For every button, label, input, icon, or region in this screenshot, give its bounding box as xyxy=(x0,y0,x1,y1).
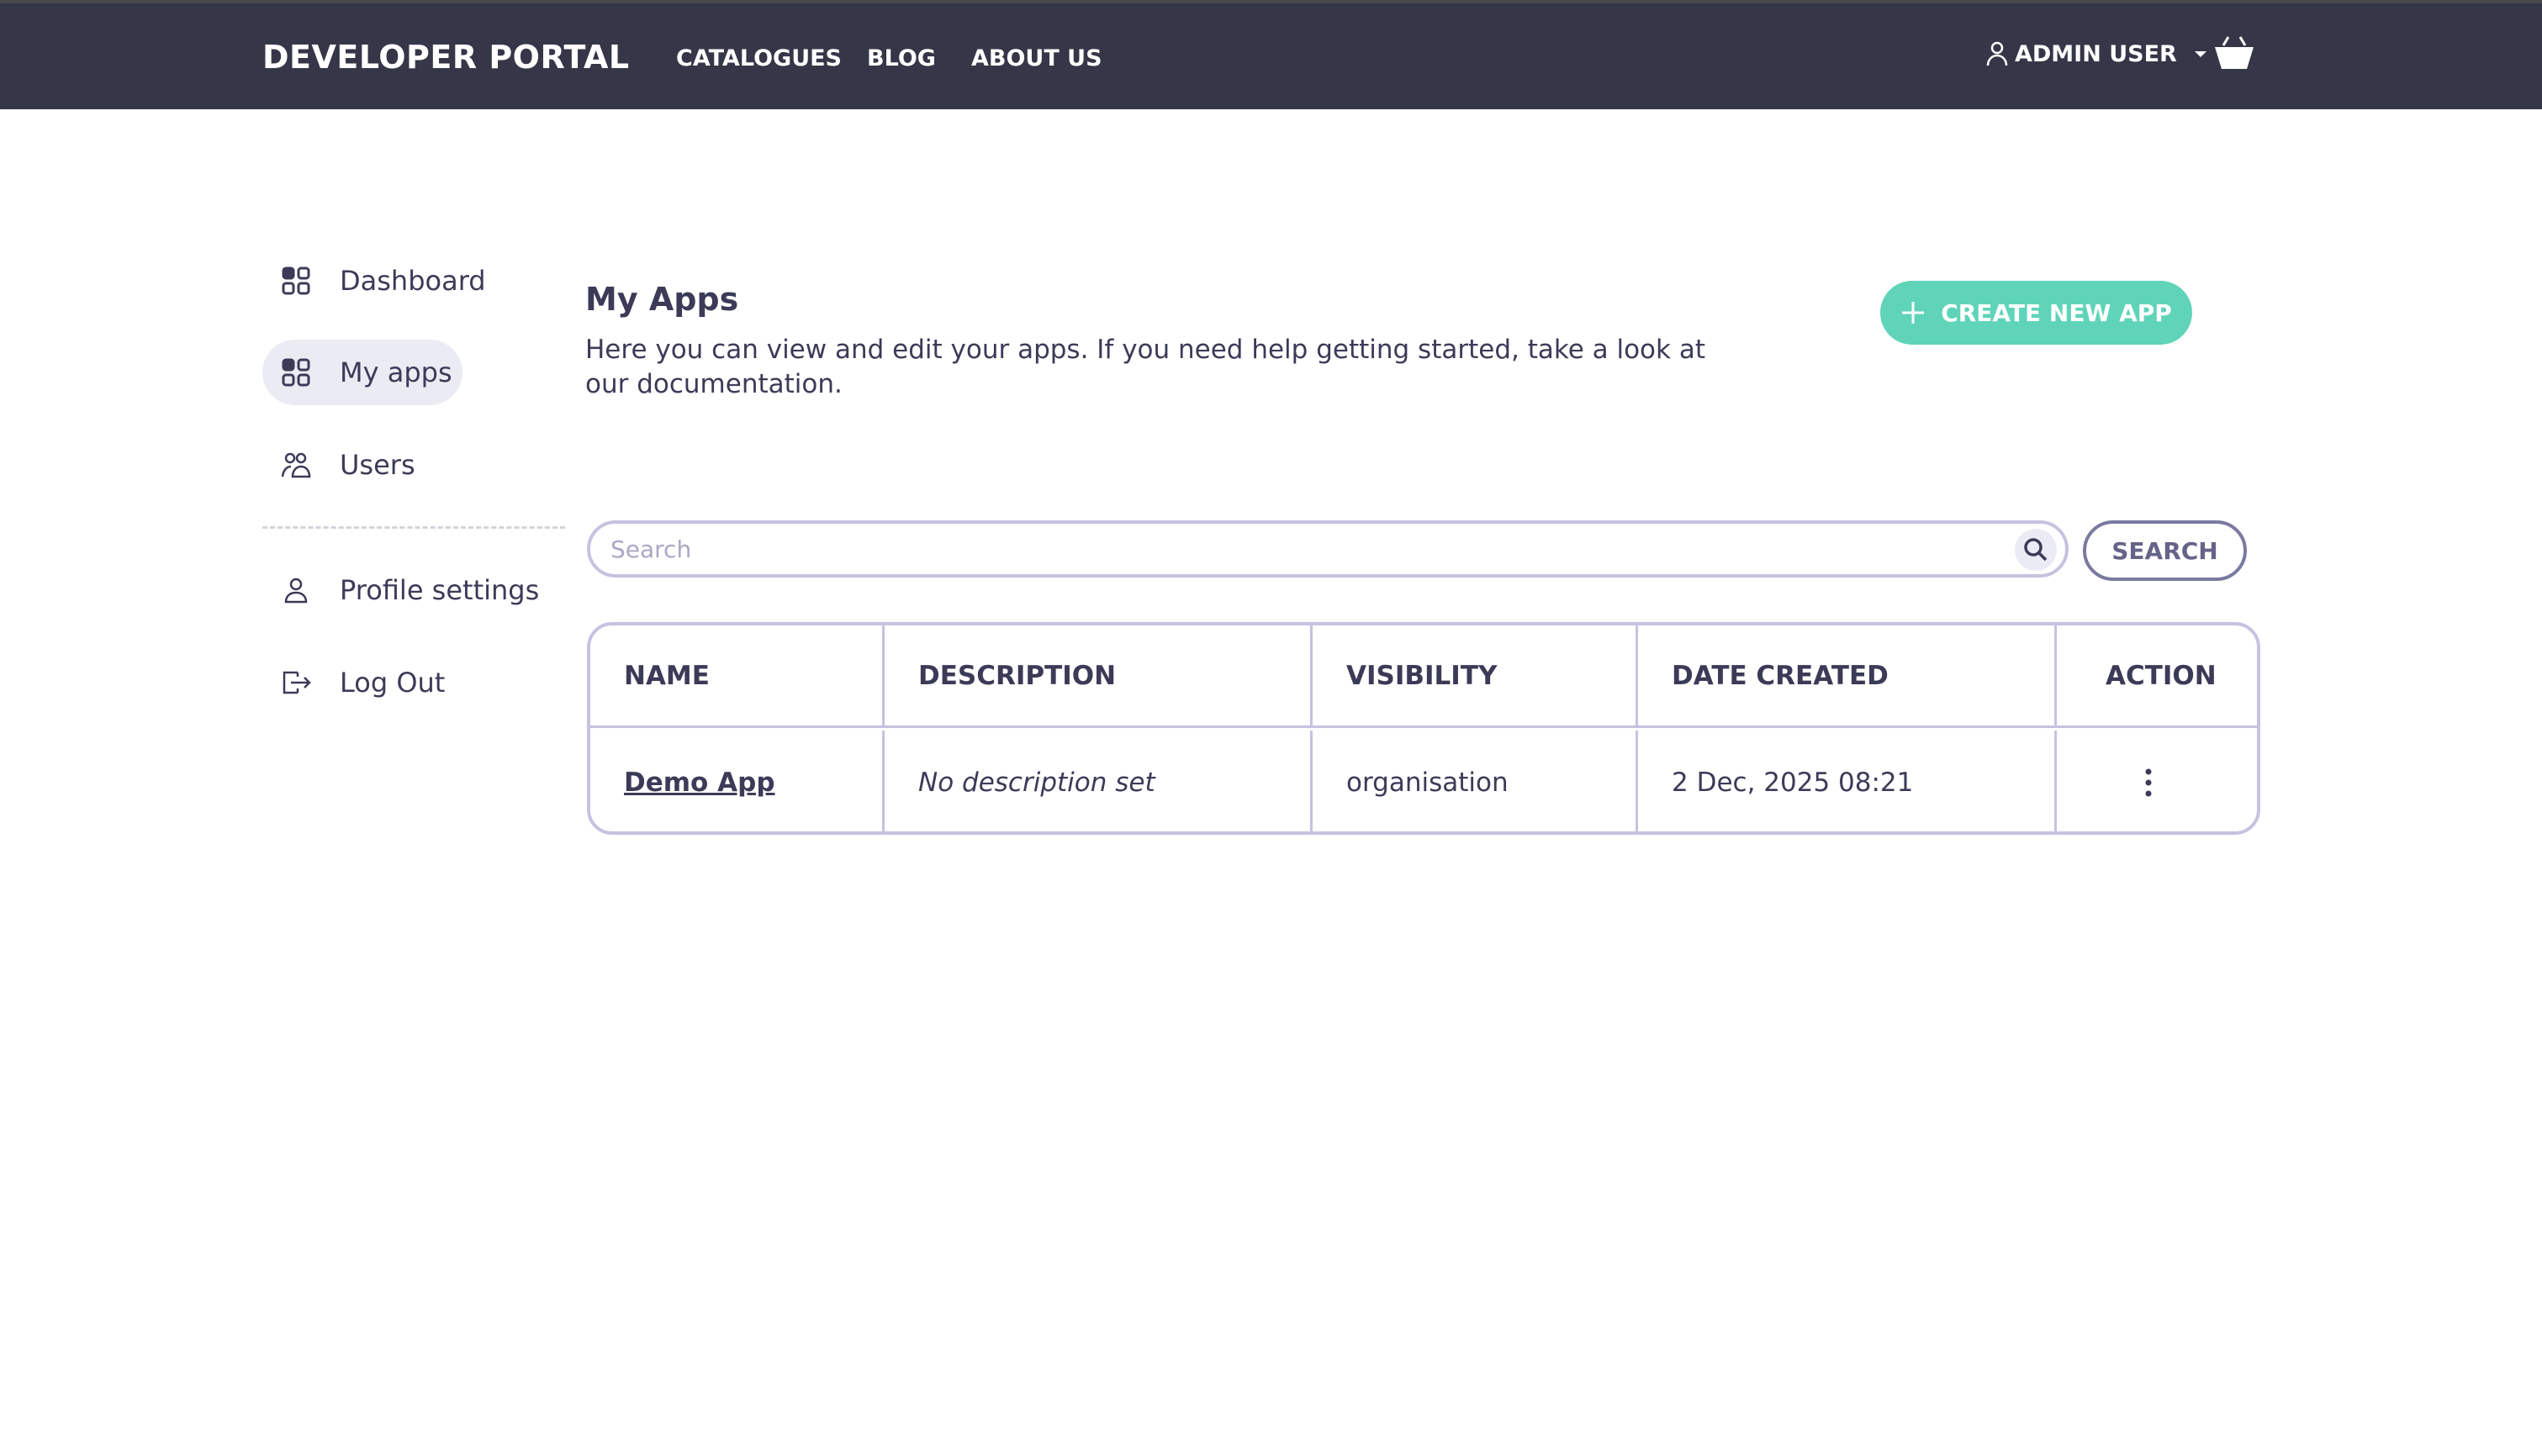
search-button[interactable]: SEARCH xyxy=(2083,520,2247,581)
apps-table: NAME DESCRIPTION VISIBILITY DATE CREATED… xyxy=(587,622,2260,835)
table-header: NAME DESCRIPTION VISIBILITY DATE CREATED… xyxy=(590,625,2257,728)
cell-description: No description set xyxy=(885,731,1313,831)
create-new-app-button[interactable]: CREATE NEW APP xyxy=(1880,281,2192,345)
plus-icon xyxy=(1902,302,1925,324)
user-icon xyxy=(1986,41,2008,66)
user-name: ADMIN USER xyxy=(2015,40,2177,67)
profile-icon xyxy=(284,578,308,604)
dashboard-icon xyxy=(282,266,310,295)
nav-about-us[interactable]: ABOUT US xyxy=(971,45,1102,71)
sidebar-item-label: Log Out xyxy=(340,667,446,699)
sidebar-item-dashboard[interactable]: Dashboard xyxy=(262,248,486,314)
nav-catalogues[interactable]: CATALOGUES xyxy=(676,45,843,71)
user-menu[interactable]: ADMIN USER xyxy=(1984,40,2209,67)
sidebar-item-label: My apps xyxy=(340,356,452,388)
cart-icon[interactable] xyxy=(2213,34,2255,72)
cell-visibility: organisation xyxy=(1313,731,1638,831)
logout-icon xyxy=(283,671,311,694)
col-visibility: VISIBILITY xyxy=(1313,625,1638,725)
sidebar-item-label: Dashboard xyxy=(340,265,486,297)
page-description: Here you can view and edit your apps. If… xyxy=(585,335,1705,399)
table-row: Demo App No description set organisation… xyxy=(590,731,2257,831)
page-title: My Apps xyxy=(585,281,739,318)
sidebar-item-users[interactable]: Users xyxy=(262,432,415,498)
sidebar-divider xyxy=(262,526,565,529)
more-vertical-icon[interactable] xyxy=(2144,768,2153,797)
search-icon[interactable] xyxy=(2015,529,2057,571)
logo[interactable]: DEVELOPER PORTAL xyxy=(262,39,630,76)
col-description: DESCRIPTION xyxy=(885,625,1313,725)
col-name: NAME xyxy=(590,625,885,725)
nav-blog[interactable]: BLOG xyxy=(867,45,936,71)
app-link[interactable]: Demo App xyxy=(624,768,775,798)
col-date-created: DATE CREATED xyxy=(1638,625,2057,725)
cell-name: Demo App xyxy=(590,731,885,831)
sidebar-item-log-out[interactable]: Log Out xyxy=(262,650,445,715)
cell-date: 2 Dec, 2025 08:21 xyxy=(1638,731,2057,831)
sidebar-item-my-apps[interactable]: My apps xyxy=(262,340,462,405)
caret-down-icon xyxy=(2194,51,2206,57)
search-input[interactable]: Search xyxy=(587,520,2069,578)
top-border xyxy=(0,0,2542,3)
users-icon xyxy=(281,452,311,478)
create-new-app-label: CREATE NEW APP xyxy=(1941,298,2172,327)
col-action: ACTION xyxy=(2106,660,2217,691)
sidebar-item-label: Users xyxy=(340,449,415,481)
search-placeholder: Search xyxy=(610,535,692,563)
cell-action xyxy=(2057,731,2257,831)
apps-icon xyxy=(282,358,310,387)
sidebar-item-label: Profile settings xyxy=(340,574,540,606)
sidebar-item-profile-settings[interactable]: Profile settings xyxy=(262,557,539,623)
top-nav: DEVELOPER PORTAL CATALOGUES BLOG ABOUT U… xyxy=(0,3,2542,109)
